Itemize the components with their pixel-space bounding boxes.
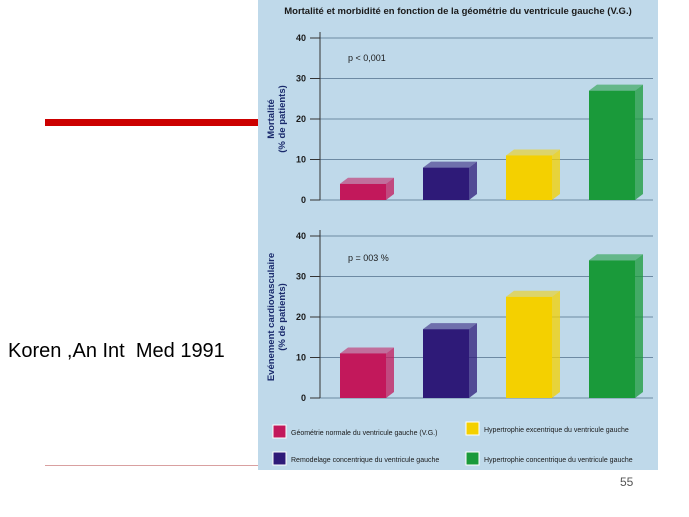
legend-label: Hypertrophie concentrique du ventricule … [484,457,633,464]
bar [589,90,635,200]
bar [340,353,386,398]
y-tick-label: 30 [296,74,306,84]
y-tick-label: 0 [301,393,306,403]
y-tick-label: 40 [296,33,306,43]
y-tick-label: 20 [296,312,306,322]
bar-side [386,347,394,398]
bar [589,260,635,398]
legend-label: Remodelage concentrique du ventricule ga… [291,457,439,464]
bar-top [423,161,477,168]
y-axis-label: (% de patients) [277,283,288,351]
bar-top [506,149,560,156]
annotation-bottom: p = 003 % [348,253,389,263]
legend-swatch [272,451,287,466]
accent-bar [45,119,260,126]
legend-swatch [465,451,480,466]
chart-figure: Mortalité et morbidité en fonction de la… [258,0,658,470]
legend-label: Hypertrophie excentrique du ventricule g… [484,427,629,434]
chart-mortality: 0 10 20 30 40 Mortalité (% de patients) [266,32,653,205]
legend-swatch [272,424,287,439]
chart-cv-events: 0 10 20 30 40 Evénement cardiovasculaire (% de… [266,230,653,403]
bar-side [635,254,643,398]
bar-side [552,290,560,398]
bar [340,183,386,200]
bar-top [423,323,477,330]
y-tick-label: 0 [301,195,306,205]
chart-svg: Mortalité et morbidité en fonction de la… [266,6,653,466]
y-axis-label: (% de patients) [277,85,288,153]
y-tick-label: 20 [296,114,306,124]
bar-side [386,177,394,200]
y-tick-label: 10 [296,353,306,363]
y-axis-label: Mortalité [266,99,277,139]
bar-side [635,84,643,200]
annotation-top: p < 0,001 [348,53,386,63]
bar [423,329,469,398]
bar [506,296,552,398]
bar-top [589,254,643,261]
page-number: 55 [620,475,634,489]
bar-side [469,323,477,398]
bar-top [506,290,560,297]
y-tick-label: 10 [296,155,306,165]
bar [423,167,469,200]
citation-text: Koren ,An Int Med 1991 [8,340,225,362]
y-axis-label: Evénement cardiovasculaire [266,253,277,381]
divider-line [45,465,260,466]
legend-label: Géométrie normale du ventricule gauche (… [291,430,437,437]
bar-top [340,177,394,184]
bar [506,155,552,200]
bar-top [589,84,643,91]
bar-side [552,149,560,200]
legend: Géométrie normale du ventricule gauche (… [272,421,633,466]
chart-title: Mortalité et morbidité en fonction de la… [284,6,632,17]
y-tick-label: 40 [296,231,306,241]
bar-top [340,347,394,354]
legend-swatch [465,421,480,436]
bar-side [469,161,477,200]
y-tick-label: 30 [296,272,306,282]
